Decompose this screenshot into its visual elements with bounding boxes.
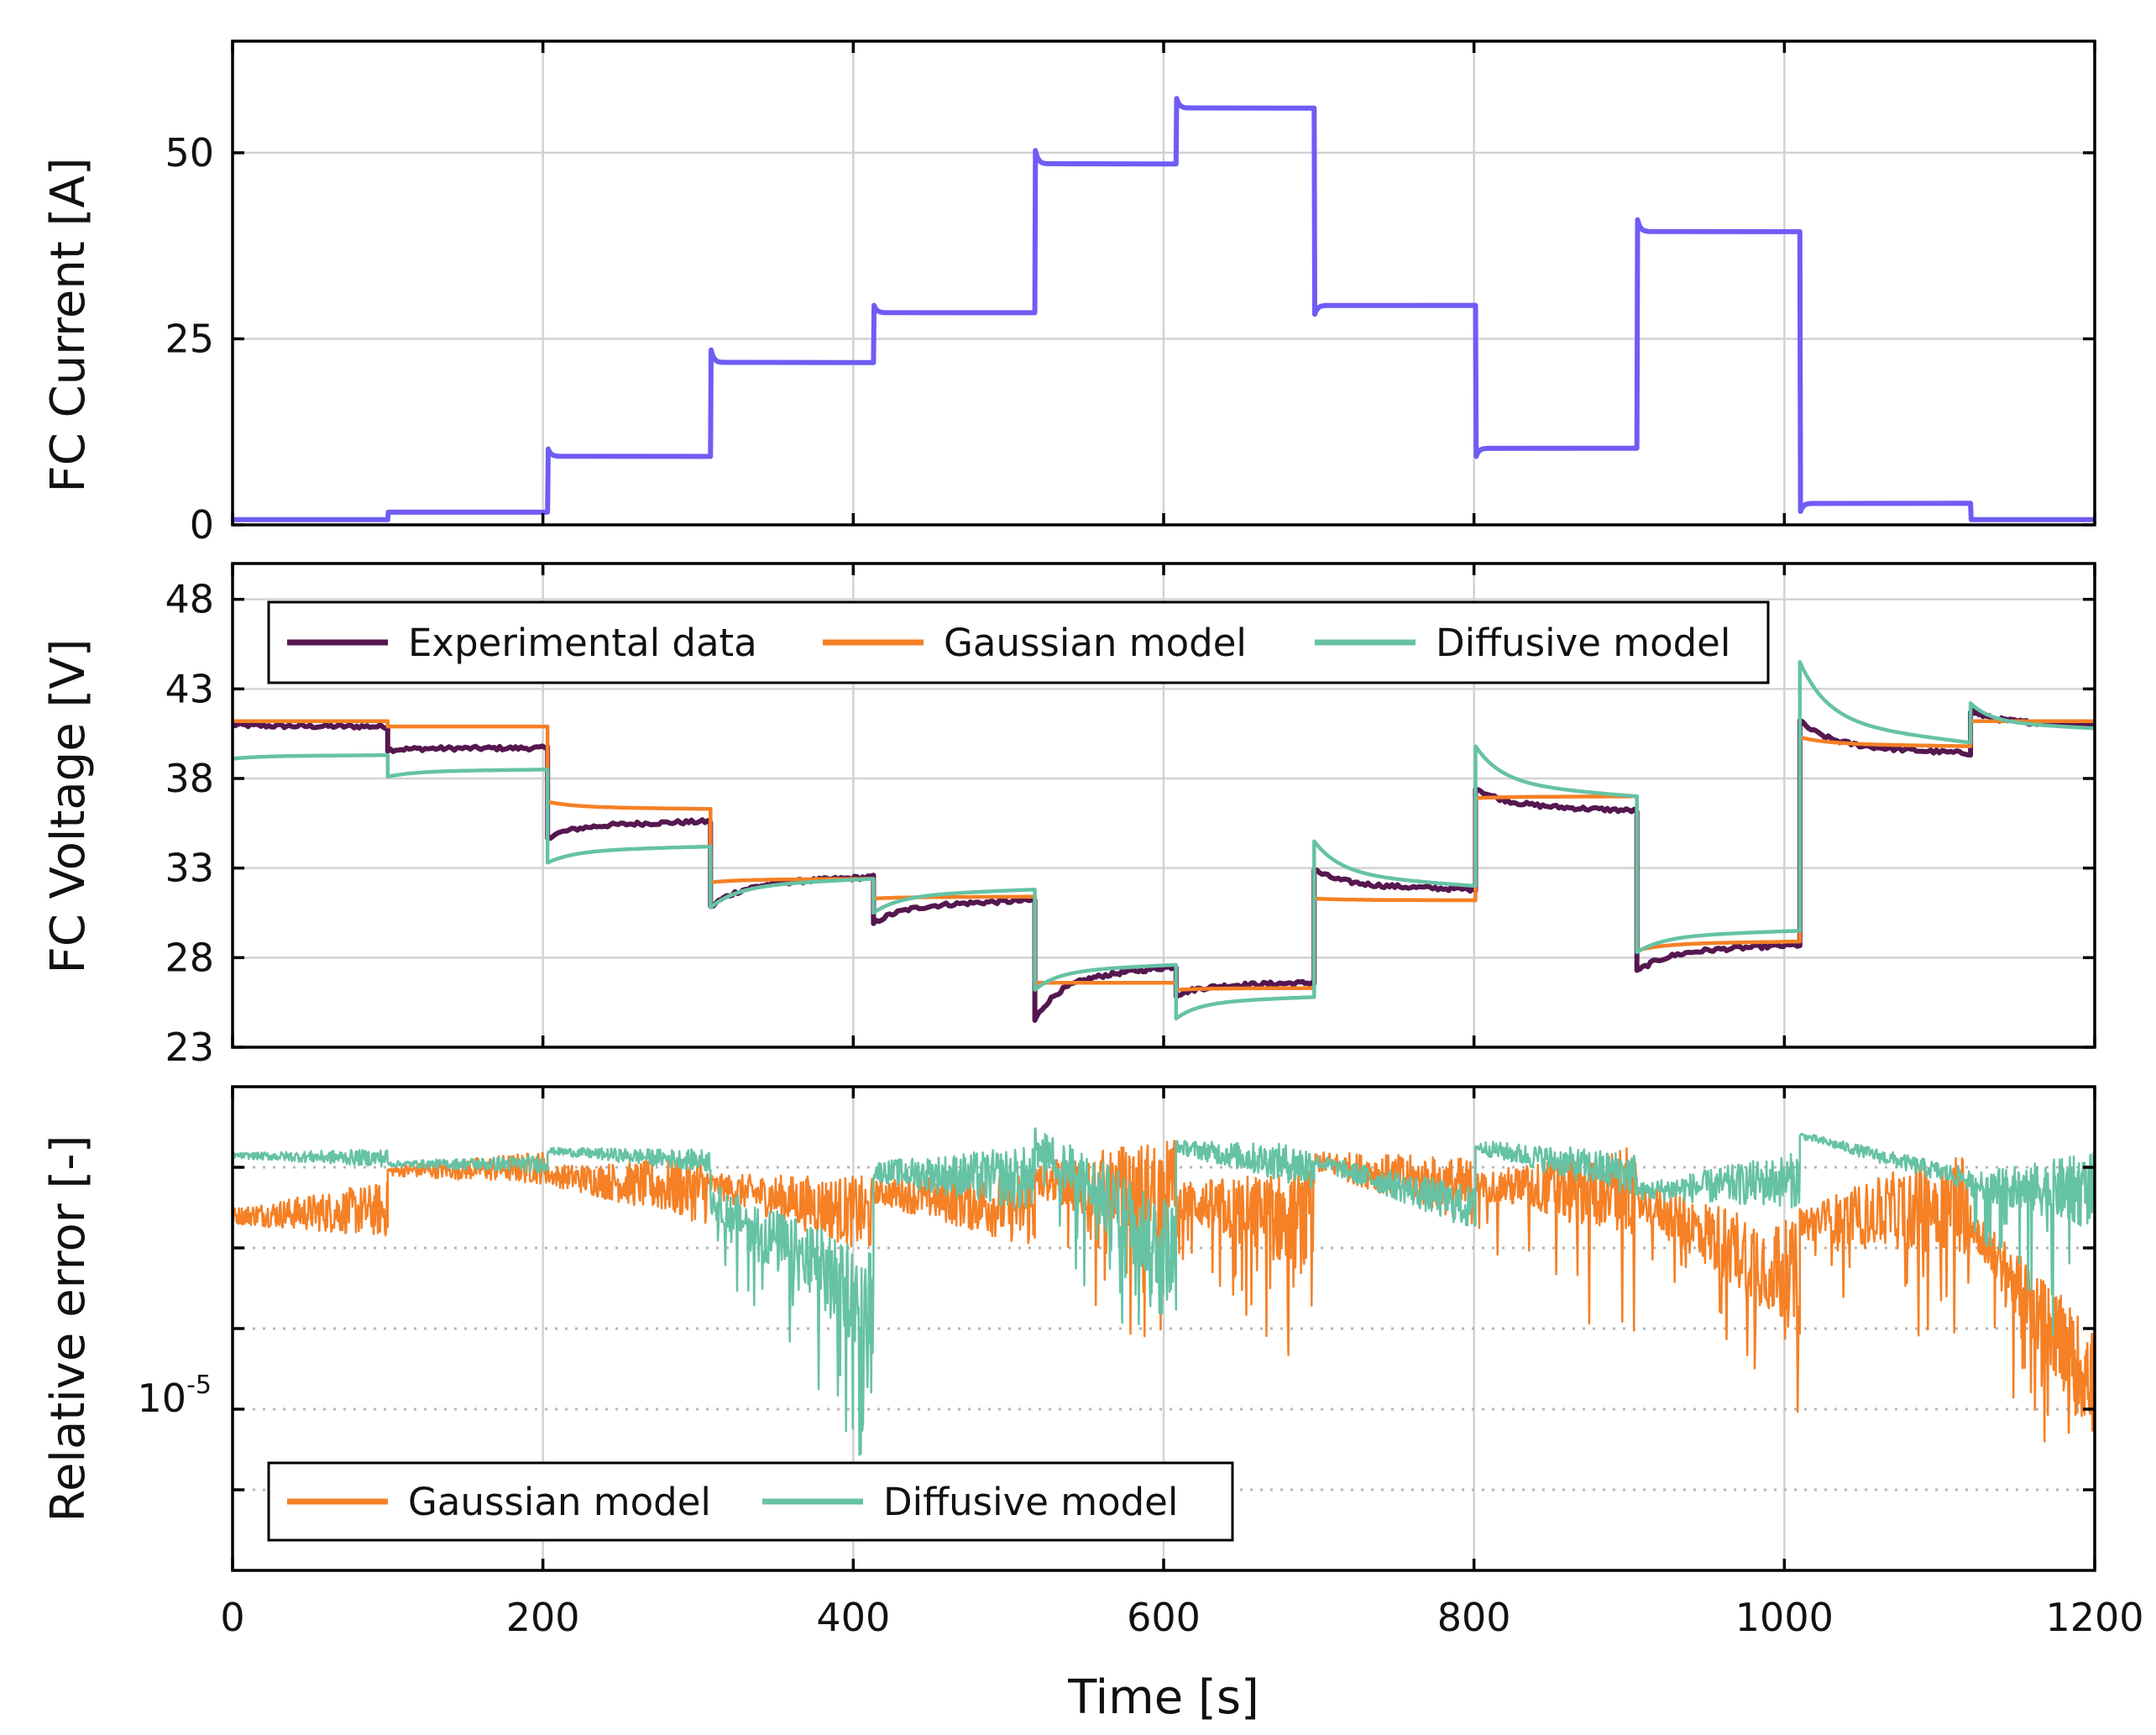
voltage-series-layer: [233, 660, 2095, 1023]
legend-label-experimental: Experimental data: [408, 621, 757, 665]
x-tick-label: 800: [1437, 1595, 1511, 1640]
voltage-y-tick-labels: 23 28 33 38 43 48: [165, 577, 214, 1070]
error-series-layer: [233, 1127, 2095, 1456]
x-tick-label: 200: [506, 1595, 580, 1640]
voltage-y-axis-title: FC Voltage [V]: [41, 639, 96, 974]
x-tick-label: 600: [1127, 1595, 1201, 1640]
current-ticks: [231, 41, 2096, 527]
current-y-tick-labels: 0 25 50: [165, 130, 214, 548]
x-tick-label: 1000: [1735, 1595, 1834, 1640]
x-axis-title: Time [s]: [1067, 1670, 1259, 1725]
current-y-tick-label: 50: [165, 130, 214, 176]
voltage-y-tick-label: 28: [165, 935, 214, 980]
error-ticks: [231, 1087, 2096, 1570]
x-tick-label: 400: [816, 1595, 890, 1640]
voltage-diffusive-line: [233, 660, 2095, 1021]
current-series-layer: [233, 96, 2095, 522]
current-y-tick-label: 25: [165, 316, 214, 361]
current-series-line: [233, 96, 2095, 522]
voltage-y-tick-label: 23: [165, 1025, 214, 1070]
legend-label-gaussian-error: Gaussian model: [408, 1480, 711, 1524]
voltage-y-tick-label: 43: [165, 666, 214, 711]
voltage-panel: 23 28 33 38 43 48 FC Voltage [V] Experimental…: [41, 562, 2096, 1070]
x-tick-label: 0: [220, 1595, 244, 1640]
voltage-y-tick-label: 33: [165, 846, 214, 891]
error-panel: 10-5 Relative error [-] Gaussian model D…: [41, 1085, 2144, 1725]
current-y-tick-label: 0: [190, 502, 214, 548]
voltage-y-tick-label: 48: [165, 577, 214, 622]
voltage-ticks: [231, 563, 2096, 1049]
error-legend: Gaussian model Diffusive model: [267, 1461, 1234, 1542]
current-y-axis-title: FC Current [A]: [41, 157, 96, 492]
voltage-y-tick-label: 38: [165, 756, 214, 801]
error-y-axis-title: Relative error [-]: [41, 1135, 96, 1523]
voltage-legend-box: [267, 600, 1770, 684]
error-diffusive-line: [233, 1127, 2095, 1456]
voltage-legend: Experimental data Gaussian model Diffusi…: [267, 600, 1770, 684]
error-y-tick-label: 10-5: [138, 1371, 212, 1421]
current-panel: 0 25 50 FC Current [A]: [41, 39, 2096, 548]
current-grid: [233, 41, 2095, 525]
x-tick-labels: 0 200 400 600 800 1000 1200: [220, 1595, 2143, 1640]
legend-label-diffusive: Diffusive model: [1436, 621, 1730, 665]
legend-label-gaussian: Gaussian model: [944, 621, 1247, 665]
x-tick-label: 1200: [2045, 1595, 2143, 1640]
error-legend-box: [267, 1461, 1234, 1542]
legend-label-diffusive-error: Diffusive model: [883, 1480, 1178, 1524]
